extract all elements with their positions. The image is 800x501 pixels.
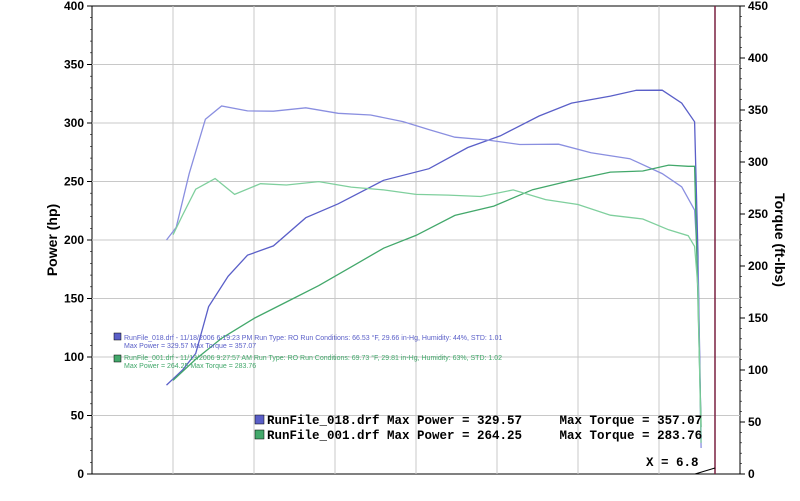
left-axis-ticks: 0 50 100 150 200 250 300 350 400 bbox=[64, 0, 92, 481]
series-line-1 bbox=[165, 105, 702, 449]
legend-small: RunFile_018.drf - 11/18/2006 6:19:23 PM … bbox=[113, 332, 503, 370]
left-tick-label: 200 bbox=[64, 233, 84, 247]
right-tick-label: 100 bbox=[748, 363, 768, 377]
left-axis-title: Power (hp) bbox=[44, 204, 60, 276]
left-tick-label: 150 bbox=[64, 292, 84, 306]
series-line-2 bbox=[172, 164, 702, 428]
summary-run001: RunFile_001.drf Max Power = 264.25 Max T… bbox=[267, 429, 702, 443]
right-tick-label: 200 bbox=[748, 259, 768, 273]
summary-run018: RunFile_018.drf Max Power = 329.57 Max T… bbox=[267, 414, 702, 428]
cursor-pointer bbox=[694, 467, 716, 475]
right-axis-title: Torque (ft-lbs) bbox=[772, 193, 788, 287]
legend-small-run001-line1: RunFile_001.drf - 11/13/2006 9:27:57 AM … bbox=[124, 354, 502, 362]
grid bbox=[92, 6, 740, 474]
legend-small-run018-line1: RunFile_018.drf - 11/18/2006 6:19:23 PM … bbox=[124, 334, 503, 342]
left-tick-label: 300 bbox=[64, 116, 84, 130]
green-square-icon bbox=[254, 429, 265, 440]
right-tick-label: 350 bbox=[748, 103, 768, 117]
cursor-label: X = 6.8 bbox=[646, 456, 699, 470]
series-line-0 bbox=[166, 89, 702, 439]
legend-small-run001-line2: Max Power = 264.25 Max Torque = 283.76 bbox=[124, 363, 256, 370]
series-line-3 bbox=[172, 177, 702, 443]
right-tick-label: 400 bbox=[748, 51, 768, 65]
right-axis-ticks: 0 50 100 150 200 250 300 350 400 450 bbox=[740, 0, 768, 481]
summary-legend: RunFile_018.drf Max Power = 329.57 Max T… bbox=[254, 414, 702, 443]
right-tick-label: 0 bbox=[748, 467, 755, 481]
blue-square-icon bbox=[254, 414, 265, 425]
left-tick-label: 400 bbox=[64, 0, 84, 13]
green-square-icon bbox=[113, 354, 122, 363]
left-tick-label: 250 bbox=[64, 175, 84, 189]
left-tick-label: 100 bbox=[64, 350, 84, 364]
right-tick-label: 300 bbox=[748, 155, 768, 169]
left-tick-label: 0 bbox=[77, 467, 84, 481]
right-tick-label: 450 bbox=[748, 0, 768, 13]
series-lines bbox=[165, 89, 702, 449]
right-tick-label: 250 bbox=[748, 207, 768, 221]
left-tick-label: 50 bbox=[71, 409, 85, 423]
right-tick-label: 150 bbox=[748, 311, 768, 325]
left-tick-label: 350 bbox=[64, 58, 84, 72]
legend-small-run018-line2: Max Power = 329.57 Max Torque = 357.07 bbox=[124, 343, 256, 350]
blue-square-icon bbox=[113, 332, 122, 341]
right-tick-label: 50 bbox=[748, 415, 762, 429]
